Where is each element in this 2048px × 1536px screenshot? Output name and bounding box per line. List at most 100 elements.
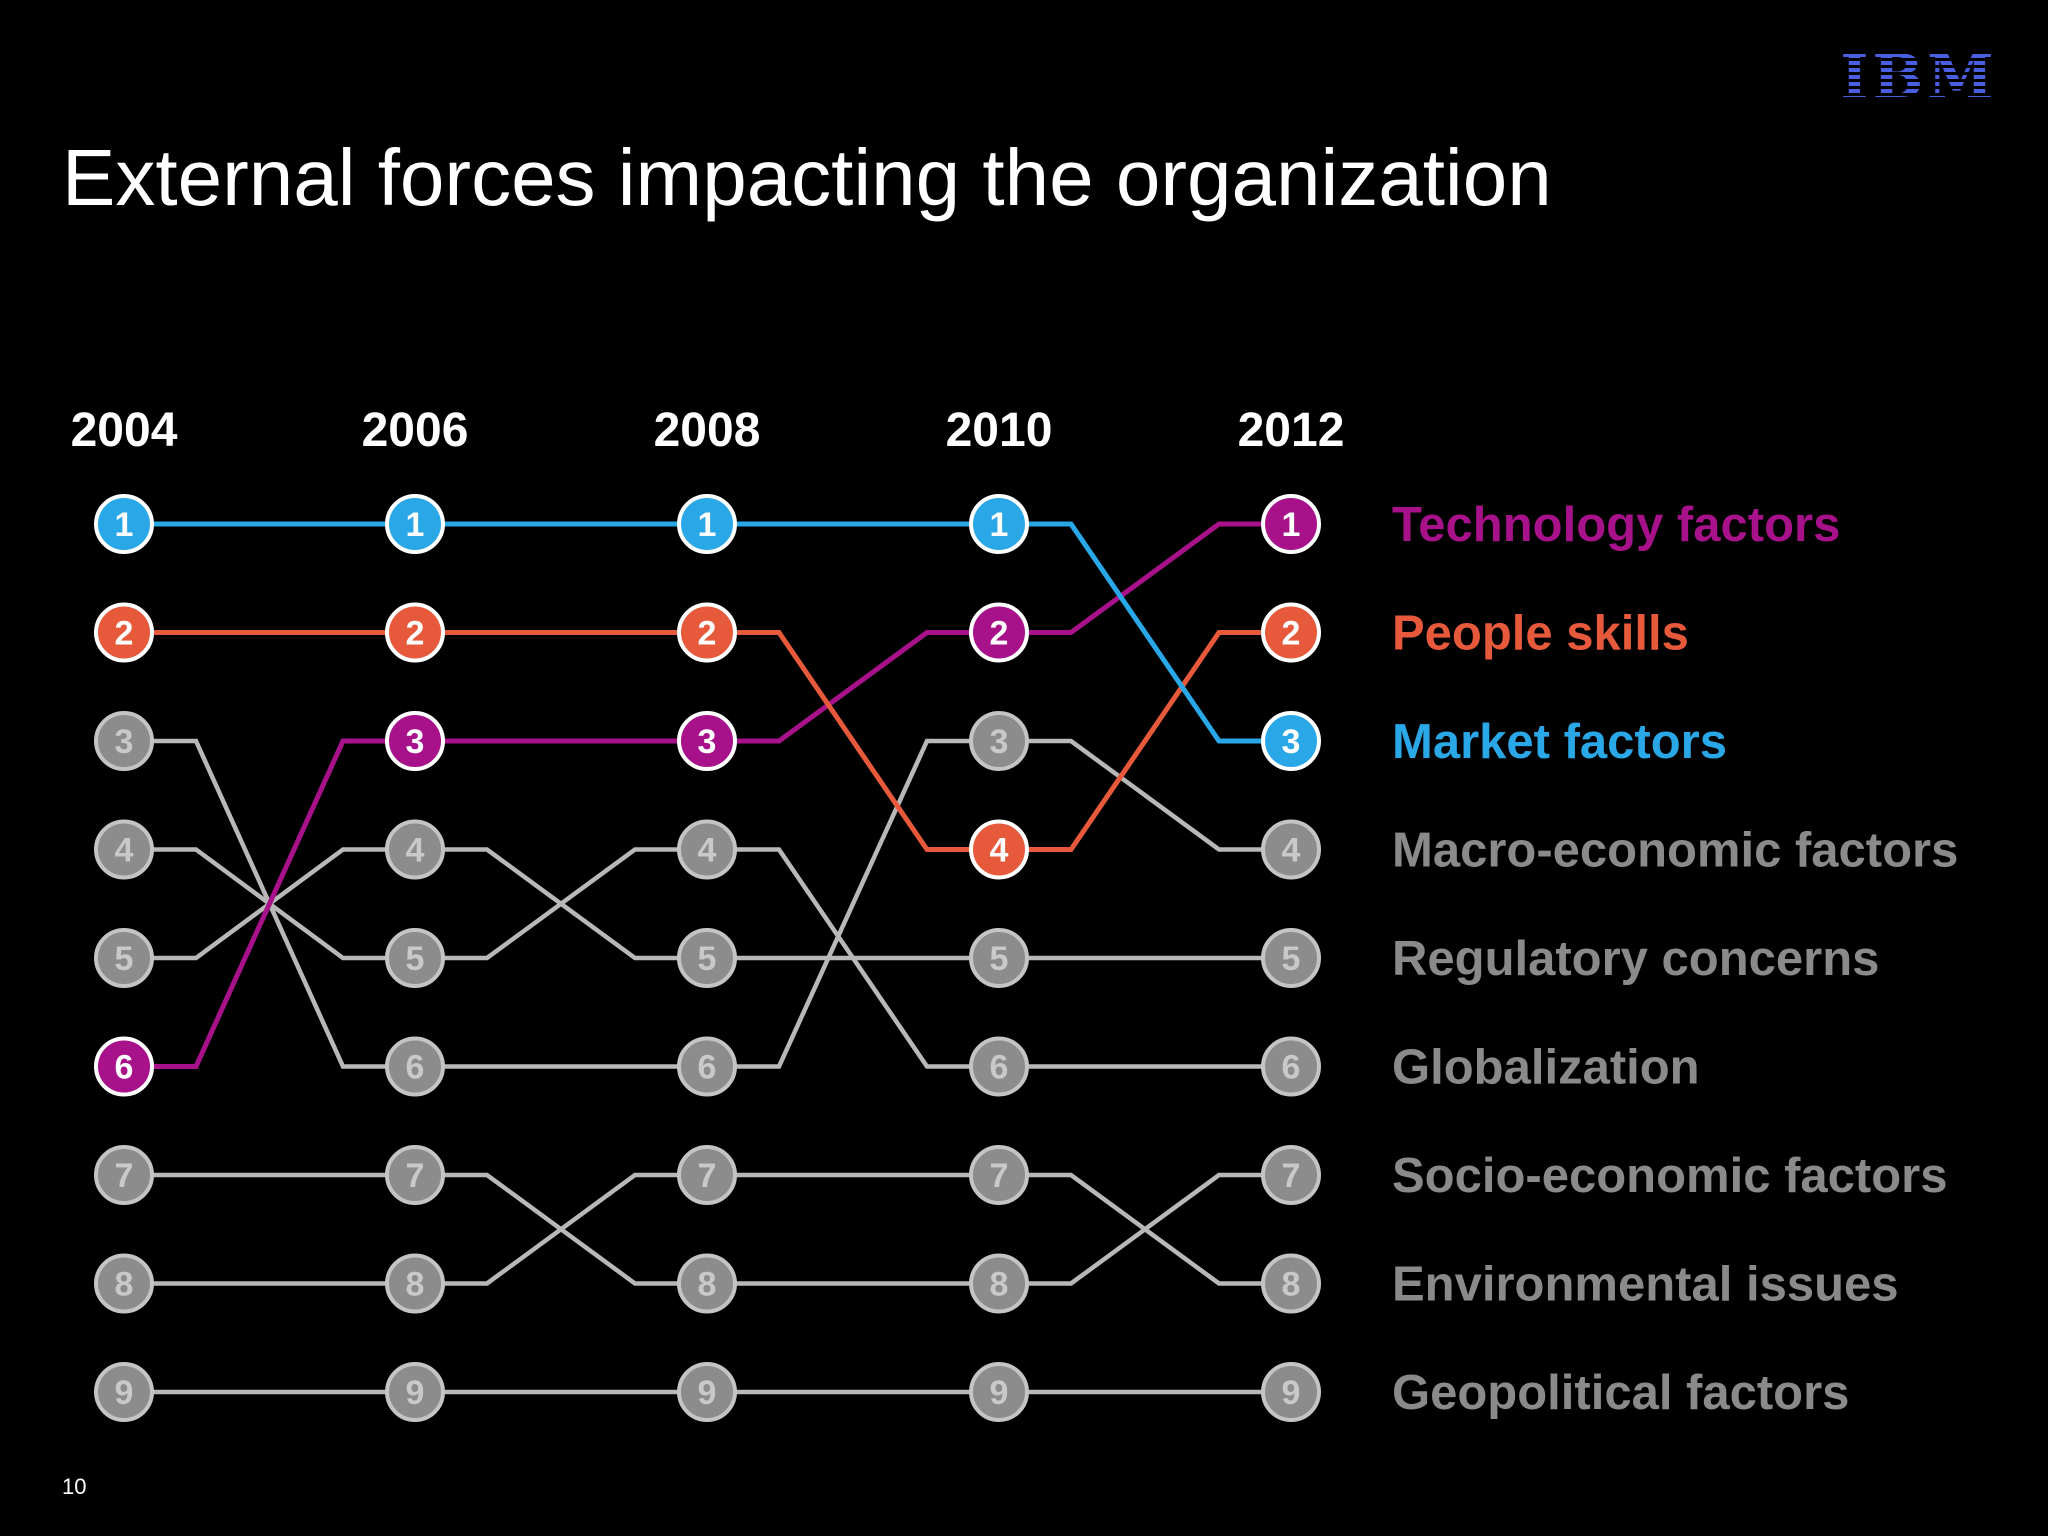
rank-node-2006-7: 7 xyxy=(385,1145,445,1205)
rank-node-2008-7: 7 xyxy=(677,1145,737,1205)
rank-node-number: 3 xyxy=(1282,723,1301,761)
rank-node-number: 9 xyxy=(1282,1374,1301,1412)
legend-label-geopolitical-factors: Geopolitical factors xyxy=(1392,1366,1849,1420)
rank-node-circle xyxy=(385,928,445,988)
rank-node-circle xyxy=(969,819,1029,880)
rank-node-2004-5: 5 xyxy=(94,928,154,988)
rank-node-circle xyxy=(1261,928,1321,988)
rank-node-2010-6: 6 xyxy=(969,1036,1029,1097)
rank-node-circle xyxy=(969,1362,1029,1422)
rank-node-circle xyxy=(677,1036,737,1097)
rank-node-2004-1: 1 xyxy=(94,494,154,554)
rank-node-2008-4: 4 xyxy=(677,819,737,880)
rank-node-2006-8: 8 xyxy=(385,1253,445,1314)
rank-node-circle xyxy=(969,711,1029,771)
rank-node-number: 1 xyxy=(990,506,1009,544)
rank-node-number: 2 xyxy=(698,615,717,653)
rank-node-number: 2 xyxy=(406,615,425,653)
rank-node-2012-6: 6 xyxy=(1261,1036,1321,1097)
rank-node-circle xyxy=(94,602,154,663)
rank-node-circle xyxy=(94,1253,154,1314)
rank-node-number: 2 xyxy=(990,615,1009,653)
rank-node-number: 6 xyxy=(698,1049,717,1087)
rank-node-2004-4: 4 xyxy=(94,819,154,880)
rank-node-circle xyxy=(385,602,445,663)
ibm-logo: IBM xyxy=(1840,47,1993,107)
rank-node-number: 4 xyxy=(990,832,1009,870)
rank-node-number: 7 xyxy=(115,1157,134,1195)
slide-title: External forces impacting the organizati… xyxy=(62,133,1552,222)
rank-node-number: 9 xyxy=(406,1374,425,1412)
rank-node-number: 3 xyxy=(406,723,425,761)
rank-node-number: 1 xyxy=(1282,506,1301,544)
rank-node-circle xyxy=(969,1253,1029,1314)
rank-node-2008-8: 8 xyxy=(677,1253,737,1314)
rank-node-circle xyxy=(94,819,154,880)
rank-node-circle xyxy=(677,1253,737,1314)
legend-label-market-factors: Market factors xyxy=(1392,715,1727,769)
rank-node-2012-7: 7 xyxy=(1261,1145,1321,1205)
rank-node-circle xyxy=(385,1253,445,1314)
rank-node-number: 7 xyxy=(406,1157,425,1195)
rank-node-2006-3: 3 xyxy=(385,711,445,771)
rank-node-circle xyxy=(385,1036,445,1097)
legend-label-technology-factors: Technology factors xyxy=(1392,498,1840,552)
rank-node-2008-3: 3 xyxy=(677,711,737,771)
rank-node-2006-4: 4 xyxy=(385,819,445,880)
rank-node-circle xyxy=(385,711,445,771)
rank-node-2012-5: 5 xyxy=(1261,928,1321,988)
rank-node-2004-9: 9 xyxy=(94,1362,154,1422)
rank-node-number: 6 xyxy=(990,1049,1009,1087)
series-line-people-skills xyxy=(124,630,1291,852)
rank-node-circle xyxy=(1261,1145,1321,1205)
rank-node-2008-9: 9 xyxy=(677,1362,737,1422)
rank-node-number: 4 xyxy=(406,832,425,870)
rank-node-2008-5: 5 xyxy=(677,928,737,988)
rank-node-circle xyxy=(677,602,737,663)
rank-node-2012-4: 4 xyxy=(1261,819,1321,880)
rank-node-number: 8 xyxy=(406,1266,425,1304)
rank-node-number: 6 xyxy=(1282,1049,1301,1087)
rank-node-circle xyxy=(677,1145,737,1205)
year-label-2008: 2008 xyxy=(654,404,761,457)
rank-node-2006-6: 6 xyxy=(385,1036,445,1097)
rank-node-circle xyxy=(385,1362,445,1422)
legend-label-environmental-issues: Environmental issues xyxy=(1392,1258,1899,1312)
rank-node-number: 7 xyxy=(698,1157,717,1195)
rank-node-circle xyxy=(1261,711,1321,771)
rank-node-2010-3: 3 xyxy=(969,711,1029,771)
rank-node-number: 5 xyxy=(115,940,134,978)
rank-node-circle xyxy=(1261,819,1321,880)
rank-node-circle xyxy=(677,711,737,771)
rank-node-circle xyxy=(94,711,154,771)
legend-label-socio-economic-factors: Socio-economic factors xyxy=(1392,1149,1947,1203)
rank-node-2004-3: 3 xyxy=(94,711,154,771)
rank-node-2004-2: 2 xyxy=(94,602,154,663)
rank-node-number: 8 xyxy=(115,1266,134,1304)
rank-node-circle xyxy=(385,1145,445,1205)
rank-node-number: 9 xyxy=(698,1374,717,1412)
rank-node-number: 9 xyxy=(990,1374,1009,1412)
rank-node-number: 1 xyxy=(698,506,717,544)
rank-node-2010-5: 5 xyxy=(969,928,1029,988)
rank-node-number: 5 xyxy=(406,940,425,978)
rank-node-number: 6 xyxy=(115,1049,134,1087)
rank-node-number: 3 xyxy=(990,723,1009,761)
rank-node-number: 8 xyxy=(990,1266,1009,1304)
rank-node-2004-8: 8 xyxy=(94,1253,154,1314)
rank-node-circle xyxy=(969,494,1029,554)
rank-node-2006-5: 5 xyxy=(385,928,445,988)
rank-node-2012-8: 8 xyxy=(1261,1253,1321,1314)
rank-node-2010-1: 1 xyxy=(969,494,1029,554)
rank-node-2012-9: 9 xyxy=(1261,1362,1321,1422)
rank-node-2004-6: 6 xyxy=(94,1036,154,1097)
rank-nodes: 1 2 3 4 5 6 7 8 9 1 2 3 4 5 6 7 8 9 1 2 3 4 5 6 7 8 9 1 2 3 4 5 6 7 8 9 1 2 3 4… xyxy=(94,494,1321,1422)
rank-node-number: 9 xyxy=(115,1374,134,1412)
rank-node-number: 5 xyxy=(698,940,717,978)
rank-node-2012-2: 2 xyxy=(1261,602,1321,663)
rank-node-circle xyxy=(677,819,737,880)
rank-node-circle xyxy=(1261,1362,1321,1422)
rank-node-number: 7 xyxy=(1282,1157,1301,1195)
series-line-globalization xyxy=(124,847,1291,961)
